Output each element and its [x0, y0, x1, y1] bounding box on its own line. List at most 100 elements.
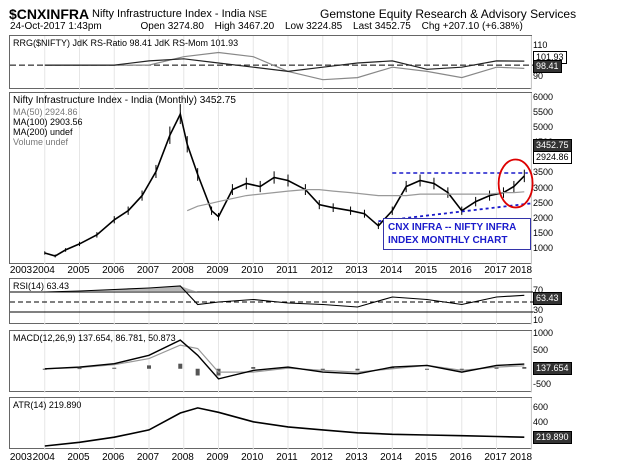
quote-line: 24-Oct-2017 1:43pm Open 3274.80 High 346…: [10, 21, 610, 32]
macd-plot: [42, 331, 532, 393]
legend-ma100: MA(100) 2903.56: [13, 117, 83, 127]
quote-low: Low 3224.85: [284, 21, 343, 32]
brand-label: Gemstone Equity Research & Advisory Serv…: [320, 7, 577, 21]
price-line: [44, 111, 525, 257]
x-tick-label: 2015: [414, 265, 438, 276]
macd-histogram-bar: [320, 368, 325, 371]
x-tick-label: 2014: [380, 452, 403, 463]
rrg-tick-110: 110: [533, 40, 548, 50]
legend-ma50: MA(50) 2924.86: [13, 107, 78, 117]
x-tick-label: 2004: [32, 265, 55, 276]
x-tick-label: 2017: [484, 452, 507, 463]
macd-histogram-bar: [112, 367, 117, 369]
chart-header: $CNXINFRA Nifty Infrastructure Index - I…: [0, 0, 618, 33]
x-tick-label: 2005: [67, 452, 90, 463]
rrg-panel: RRG($NIFTY) JdK RS-Ratio 98.41 JdK RS-Mo…: [9, 35, 533, 90]
rsi-plot: [10, 279, 533, 325]
x-tick-label: 2011: [276, 265, 298, 276]
y-tick-label: 10: [533, 315, 544, 325]
ma50-line: [186, 188, 525, 212]
macd-histogram-bar: [251, 367, 256, 369]
quote-last: Last 3452.75: [353, 21, 411, 32]
x-tick-label: 2008: [171, 265, 194, 276]
macd-histogram-bar: [147, 365, 152, 369]
highlight-ellipse: [497, 158, 534, 209]
chart-note-box: CNX INFRA -- NIFTY INFRA INDEX MONTHLY C…: [383, 218, 531, 250]
quote-open: Open 3274.80: [140, 21, 204, 32]
price-title: Nifty Infrastructure Index - India (Mont…: [13, 95, 236, 106]
rrg-legend: RRG($NIFTY) JdK RS-Ratio 98.41 JdK RS-Mo…: [13, 38, 239, 48]
y-tick-label: 5500: [533, 107, 554, 118]
atr-last-tag: 219.890: [533, 431, 572, 444]
macd-signal-line: [44, 344, 525, 373]
y-tick-label: 500: [533, 344, 549, 355]
y-tick-label: 6000: [533, 92, 554, 102]
x-tick-label: 2005: [67, 265, 90, 276]
macd-last-tag: 137.654: [533, 362, 572, 375]
symbol-title: $CNXINFRA: [9, 6, 90, 22]
x-tick-label: 2003: [9, 265, 33, 276]
index-name: Nifty Infrastructure Index - India NSE: [92, 8, 267, 20]
rsi-line: [44, 285, 525, 308]
macd-legend: MACD(12,26,9) 137.654, 86.781, 50.873: [13, 333, 176, 343]
macd-panel: MACD(12,26,9) 137.654, 86.781, 50.873: [9, 330, 532, 393]
y-tick-label: 3500: [533, 167, 554, 178]
x-tick-label: 2006: [102, 265, 125, 276]
x-tick-label: 2013: [345, 452, 368, 463]
macd-line: [44, 339, 525, 380]
atr-line: [44, 407, 525, 447]
macd-histogram-bar: [42, 368, 47, 370]
y-tick-label: 3000: [533, 182, 554, 193]
exchange-label: NSE: [248, 9, 268, 19]
y-tick-label: 2000: [533, 212, 554, 223]
x-tick-label: 2007: [136, 265, 160, 276]
x-tick-label: 2004: [32, 452, 55, 463]
chart-note-line1: CNX INFRA -- NIFTY INFRA: [388, 222, 517, 233]
x-tick-label: 2013: [345, 265, 368, 276]
y-tick-label: 1000: [533, 242, 554, 253]
x-tick-label: 2003: [9, 452, 33, 463]
y-tick-label: 2500: [533, 197, 554, 208]
macd-histogram-bar: [459, 368, 464, 371]
chart-note-line2: INDEX MONTHLY CHART: [388, 235, 508, 246]
x-tick-label: 2015: [414, 452, 438, 463]
macd-histogram-bar: [390, 367, 395, 369]
y-tick-label: 1500: [533, 227, 554, 238]
y-tick-label: -500: [533, 378, 552, 389]
legend-ma200: MA(200) undef: [13, 127, 73, 137]
macd-histogram-bar: [522, 367, 527, 369]
macd-histogram-bar: [178, 363, 183, 369]
y-tick-label: 30: [533, 305, 544, 315]
rrg-last-tag-ratio: 98.41: [533, 60, 562, 73]
quote-date: 24-Oct-2017 1:43pm: [10, 21, 102, 32]
rrg-plot: [10, 36, 533, 90]
quote-change: Chg +207.10 (+6.38%): [421, 21, 523, 32]
macd-histogram-bar: [77, 368, 82, 370]
macd-histogram-bar: [355, 368, 360, 371]
x-tick-label: 2006: [102, 452, 125, 463]
x-tick-label: 2011: [276, 452, 298, 463]
rsi-panel: RSI(14) 63.43: [9, 278, 533, 325]
y-tick-label: 600: [533, 402, 549, 413]
x-tick-label: 2016: [449, 265, 472, 276]
quote-high: High 3467.20: [214, 21, 275, 32]
y-tick-label: 400: [533, 417, 549, 427]
atr-panel: ATR(14) 219.890: [9, 397, 532, 450]
index-name-text: Nifty Infrastructure Index - India: [92, 8, 246, 20]
x-tick-label: 2010: [241, 265, 264, 276]
atr-plot: [44, 398, 532, 450]
x-tick-label: 2010: [241, 452, 264, 463]
x-tick-label: 2012: [310, 265, 333, 276]
ma50-last-tag: 2924.86: [533, 151, 572, 164]
x-tick-label: 2017: [484, 265, 507, 276]
rrg-series-ratio: [44, 51, 525, 81]
atr-legend: ATR(14) 219.890: [13, 400, 82, 410]
y-tick-label: 70: [533, 285, 544, 295]
x-tick-label: 2008: [171, 452, 194, 463]
x-tick-label: 2009: [206, 265, 229, 276]
x-tick-label: 2018: [509, 452, 533, 463]
legend-volume: Volume undef: [13, 137, 69, 147]
macd-histogram-bar: [425, 368, 430, 370]
rrg-tick-90: 90: [533, 71, 544, 81]
x-tick-label: 2012: [310, 452, 333, 463]
